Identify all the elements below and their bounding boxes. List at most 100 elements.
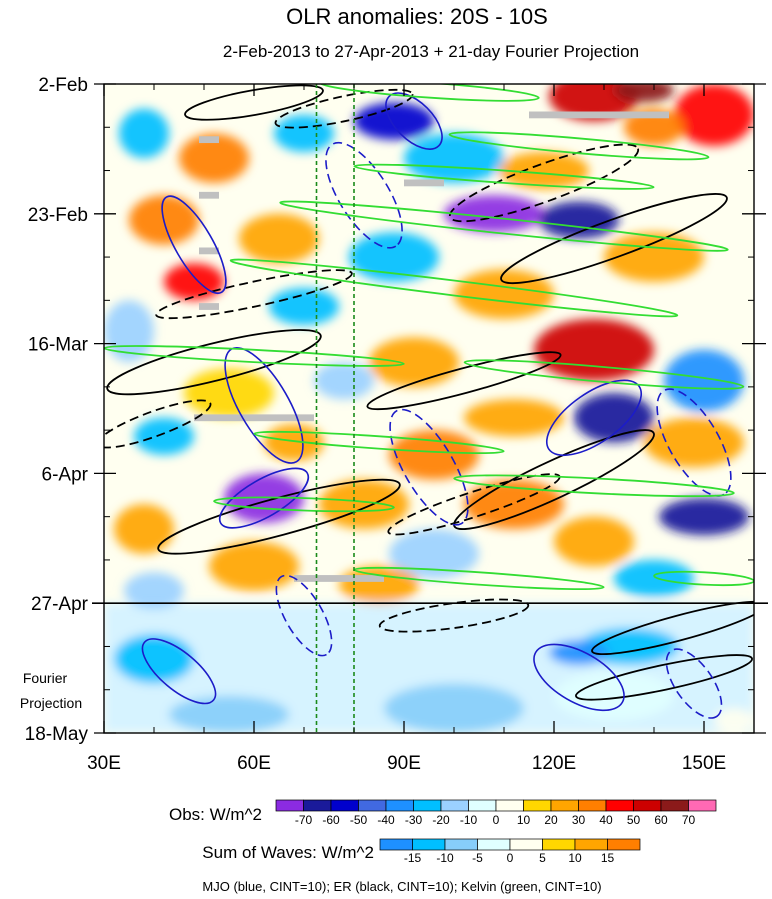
obs-colorbar-swatch <box>550 799 579 812</box>
field-blob <box>209 541 299 591</box>
mjo-contour <box>141 638 217 705</box>
y-tick-label: 6-Apr <box>42 464 89 485</box>
plot-frame <box>103 83 755 734</box>
field-blob <box>464 479 564 530</box>
obs-colorbar-swatch <box>413 799 442 812</box>
field-blob <box>714 708 754 733</box>
kelvin-contour <box>213 496 395 513</box>
mjo-contour <box>325 141 403 249</box>
x-tick-label: 120E <box>532 753 576 774</box>
obs-colorbar-level-label: -60 <box>322 813 340 827</box>
field-blob <box>134 417 194 455</box>
obs-colorbar-level-label: 30 <box>572 813 586 827</box>
axis-ticks: 30E 60E 90E 120E 150E 2-Feb 23-Feb 16-Mar 6-Apr 2… <box>25 75 766 774</box>
y-tick-label: 2-Feb <box>38 75 88 96</box>
y-tick-label: 27-Apr <box>31 594 89 615</box>
field-blob <box>384 683 524 733</box>
kelvin-contour <box>279 200 729 252</box>
field-blob <box>404 133 504 183</box>
field-blob <box>554 671 674 721</box>
y-tick-label: 16-Mar <box>28 335 89 356</box>
er-contour <box>157 478 401 555</box>
field-blob <box>349 232 439 282</box>
obs-colorbar-level-label: 70 <box>682 813 696 827</box>
obs-colorbar-swatch <box>633 799 662 812</box>
obs-colorbar-swatch <box>605 799 634 812</box>
chart-footnote: MJO (blue, CINT=10); ER (black, CINT=10)… <box>202 879 601 894</box>
er-contour <box>575 654 753 701</box>
mjo-contour <box>389 408 469 526</box>
waves-colorbar-level-label: 10 <box>568 851 582 865</box>
obs-colorbar-level-label: 10 <box>517 813 531 827</box>
obs-colorbar-swatch <box>358 799 387 812</box>
waves-colorbar-swatch <box>412 838 446 851</box>
field-blob <box>354 102 434 140</box>
missing-data <box>194 111 669 582</box>
waves-colorbar-level-label: 15 <box>601 851 615 865</box>
field-blob <box>674 84 754 146</box>
missing-data-bar <box>199 136 219 144</box>
obs-colorbar-level-label: 0 <box>493 813 500 827</box>
obs-colorbar-label: Obs: W/m^2 <box>169 805 262 824</box>
x-tick-label: 30E <box>87 753 121 774</box>
field-blob <box>464 399 564 437</box>
x-tick-label: 90E <box>387 753 421 774</box>
obs-colorbar-level-label: 20 <box>544 813 558 827</box>
obs-colorbar-level-label: -40 <box>377 813 395 827</box>
waves-colorbar-level-label: -15 <box>404 851 422 865</box>
field-blob <box>389 529 479 579</box>
obs-colorbar-level-label: -70 <box>295 813 313 827</box>
missing-data-bar <box>404 179 444 187</box>
x-tick-label: 60E <box>237 753 271 774</box>
obs-colorbar-swatch <box>495 799 524 812</box>
obs-colorbar-level-label: -50 <box>350 813 368 827</box>
er-contour <box>155 269 353 320</box>
kelvin-contour <box>253 430 505 455</box>
er-contour <box>591 600 754 655</box>
field-blob <box>239 213 319 264</box>
field-blob <box>184 368 274 418</box>
kelvin-contour <box>229 258 679 318</box>
waves-colorbar-swatch <box>444 838 478 851</box>
waves-colorbar-swatch <box>574 838 608 851</box>
field-blob <box>114 504 174 554</box>
mjo-contour <box>161 195 227 295</box>
obs-colorbar-level-label: 50 <box>627 813 641 827</box>
waves-colorbar-swatch <box>542 838 576 851</box>
chart-title: OLR anomalies: 20S - 10S <box>286 4 548 29</box>
waves-colorbar-label: Sum of Waves: W/m^2 <box>202 843 374 862</box>
field-blob <box>124 572 184 610</box>
obs-colorbar-level-label: -30 <box>405 813 423 827</box>
mjo-contour <box>545 379 643 457</box>
mjo-contour <box>218 467 310 529</box>
field-blob <box>454 269 554 319</box>
field-blob <box>274 114 334 152</box>
er-contour <box>500 193 728 285</box>
field-blob <box>114 634 194 684</box>
er-contour <box>104 399 212 449</box>
obs-colorbar-swatch <box>523 799 552 812</box>
field-blob <box>164 263 224 301</box>
obs-colorbar-swatch <box>688 799 717 812</box>
chart-subtitle: 2-Feb-2013 to 27-Apr-2013 + 21-day Fouri… <box>223 42 639 61</box>
field-blob <box>179 133 249 183</box>
obs-colorbar-level-label: -20 <box>432 813 450 827</box>
missing-data-bar <box>199 247 219 255</box>
mjo-contour <box>275 574 333 657</box>
missing-data-bar <box>194 414 314 422</box>
x-tick-label: 150E <box>682 753 726 774</box>
waves-colorbar-level-label: 5 <box>539 851 546 865</box>
fourier-label-line1: Fourier <box>23 670 68 686</box>
er-contour <box>274 88 414 129</box>
waves-colorbar-level-label: -5 <box>472 851 483 865</box>
obs-colorbar-swatch <box>385 799 414 812</box>
mjo-contour <box>533 643 625 712</box>
field-blob <box>614 84 674 103</box>
obs-colorbar-level-label: 40 <box>599 813 613 827</box>
missing-data-bar <box>199 191 219 199</box>
field-blob <box>644 417 744 468</box>
missing-data-bar <box>199 303 219 310</box>
kelvin-contour <box>448 131 710 161</box>
obs-colorbar-swatch <box>275 799 304 812</box>
field-blob <box>554 516 634 567</box>
